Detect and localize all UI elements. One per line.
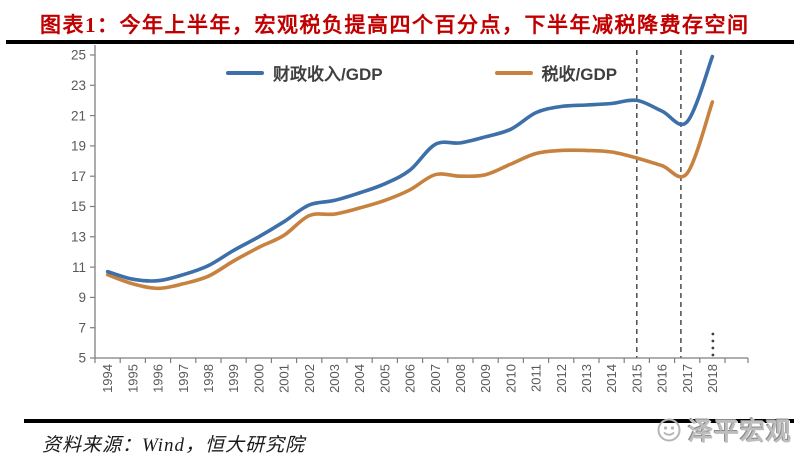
x-tick-label: 2005: [377, 364, 392, 393]
watermark-text: 泽平宏观: [687, 418, 792, 446]
legend-line-swatch-blue: [226, 70, 264, 75]
x-tick-label: 1996: [151, 364, 166, 393]
legend-label: 税收/GDP: [541, 65, 618, 84]
x-tick-label: 2002: [302, 364, 317, 393]
x-tick-label: 2009: [478, 364, 493, 393]
x-tick-label: 2014: [604, 364, 619, 393]
legend-label: 财政收入/GDP: [273, 65, 383, 84]
legend-item-fiscal-revenue: 财政收入/GDP: [226, 60, 383, 85]
dotted-tick: [711, 332, 715, 336]
x-tick-label: 2016: [655, 364, 670, 393]
y-tick-label: 25: [71, 48, 86, 63]
watermark: 泽平宏观: [656, 412, 792, 448]
x-tick-label: 1995: [125, 364, 140, 393]
chart-legend: 财政收入/GDP 税收/GDP: [226, 60, 617, 85]
y-tick-label: 17: [71, 169, 86, 184]
x-tick-label: 2010: [503, 364, 518, 393]
dotted-tick: [711, 346, 715, 350]
x-tick-label: 2015: [629, 364, 644, 393]
y-tick-label: 7: [78, 320, 86, 335]
x-tick-label: 1994: [100, 364, 115, 393]
x-tick-label: 2017: [680, 364, 695, 393]
x-tick-label: 1997: [176, 364, 191, 393]
y-tick-label: 9: [78, 290, 86, 305]
x-tick-label: 2012: [554, 364, 569, 393]
x-tick-label: 2006: [403, 364, 418, 393]
y-tick-label: 11: [72, 260, 86, 275]
title-divider: [6, 40, 794, 44]
x-tick-label: 2003: [327, 364, 342, 393]
source-text: 资料来源：Wind，恒大研究院: [42, 435, 306, 456]
x-tick-label: 1998: [201, 364, 216, 393]
legend-item-tax: 税收/GDP: [494, 60, 618, 85]
legend-line-swatch-orange: [494, 70, 533, 75]
footer-divider: [24, 419, 794, 423]
x-tick-label: 2013: [579, 364, 594, 393]
smiley-face-icon: [657, 418, 681, 442]
x-tick-label: 2018: [705, 364, 720, 393]
series-line-tax: [105, 100, 715, 291]
dotted-tick: [711, 339, 715, 343]
y-tick-label: 5: [78, 351, 86, 366]
dotted-tick: [711, 353, 715, 357]
y-tick-label: 21: [71, 108, 86, 123]
series-line-fiscal-revenue: [105, 54, 715, 283]
x-tick-label: 2011: [529, 364, 544, 392]
x-tick-label: 2000: [251, 364, 266, 393]
y-tick-label: 23: [71, 78, 86, 93]
x-tick-label: 2001: [277, 364, 292, 393]
chart-title: 图表1：今年上半年，宏观税负提高四个百分点，下半年减税降费存空间: [40, 13, 750, 37]
x-tick-label: 2008: [453, 364, 468, 393]
x-tick-label: 1999: [226, 364, 241, 393]
x-tick-label: 2007: [428, 364, 443, 393]
y-tick-label: 19: [71, 139, 86, 154]
y-tick-label: 15: [71, 199, 86, 214]
x-tick-label: 2004: [352, 364, 367, 393]
y-tick-label: 13: [71, 230, 86, 245]
